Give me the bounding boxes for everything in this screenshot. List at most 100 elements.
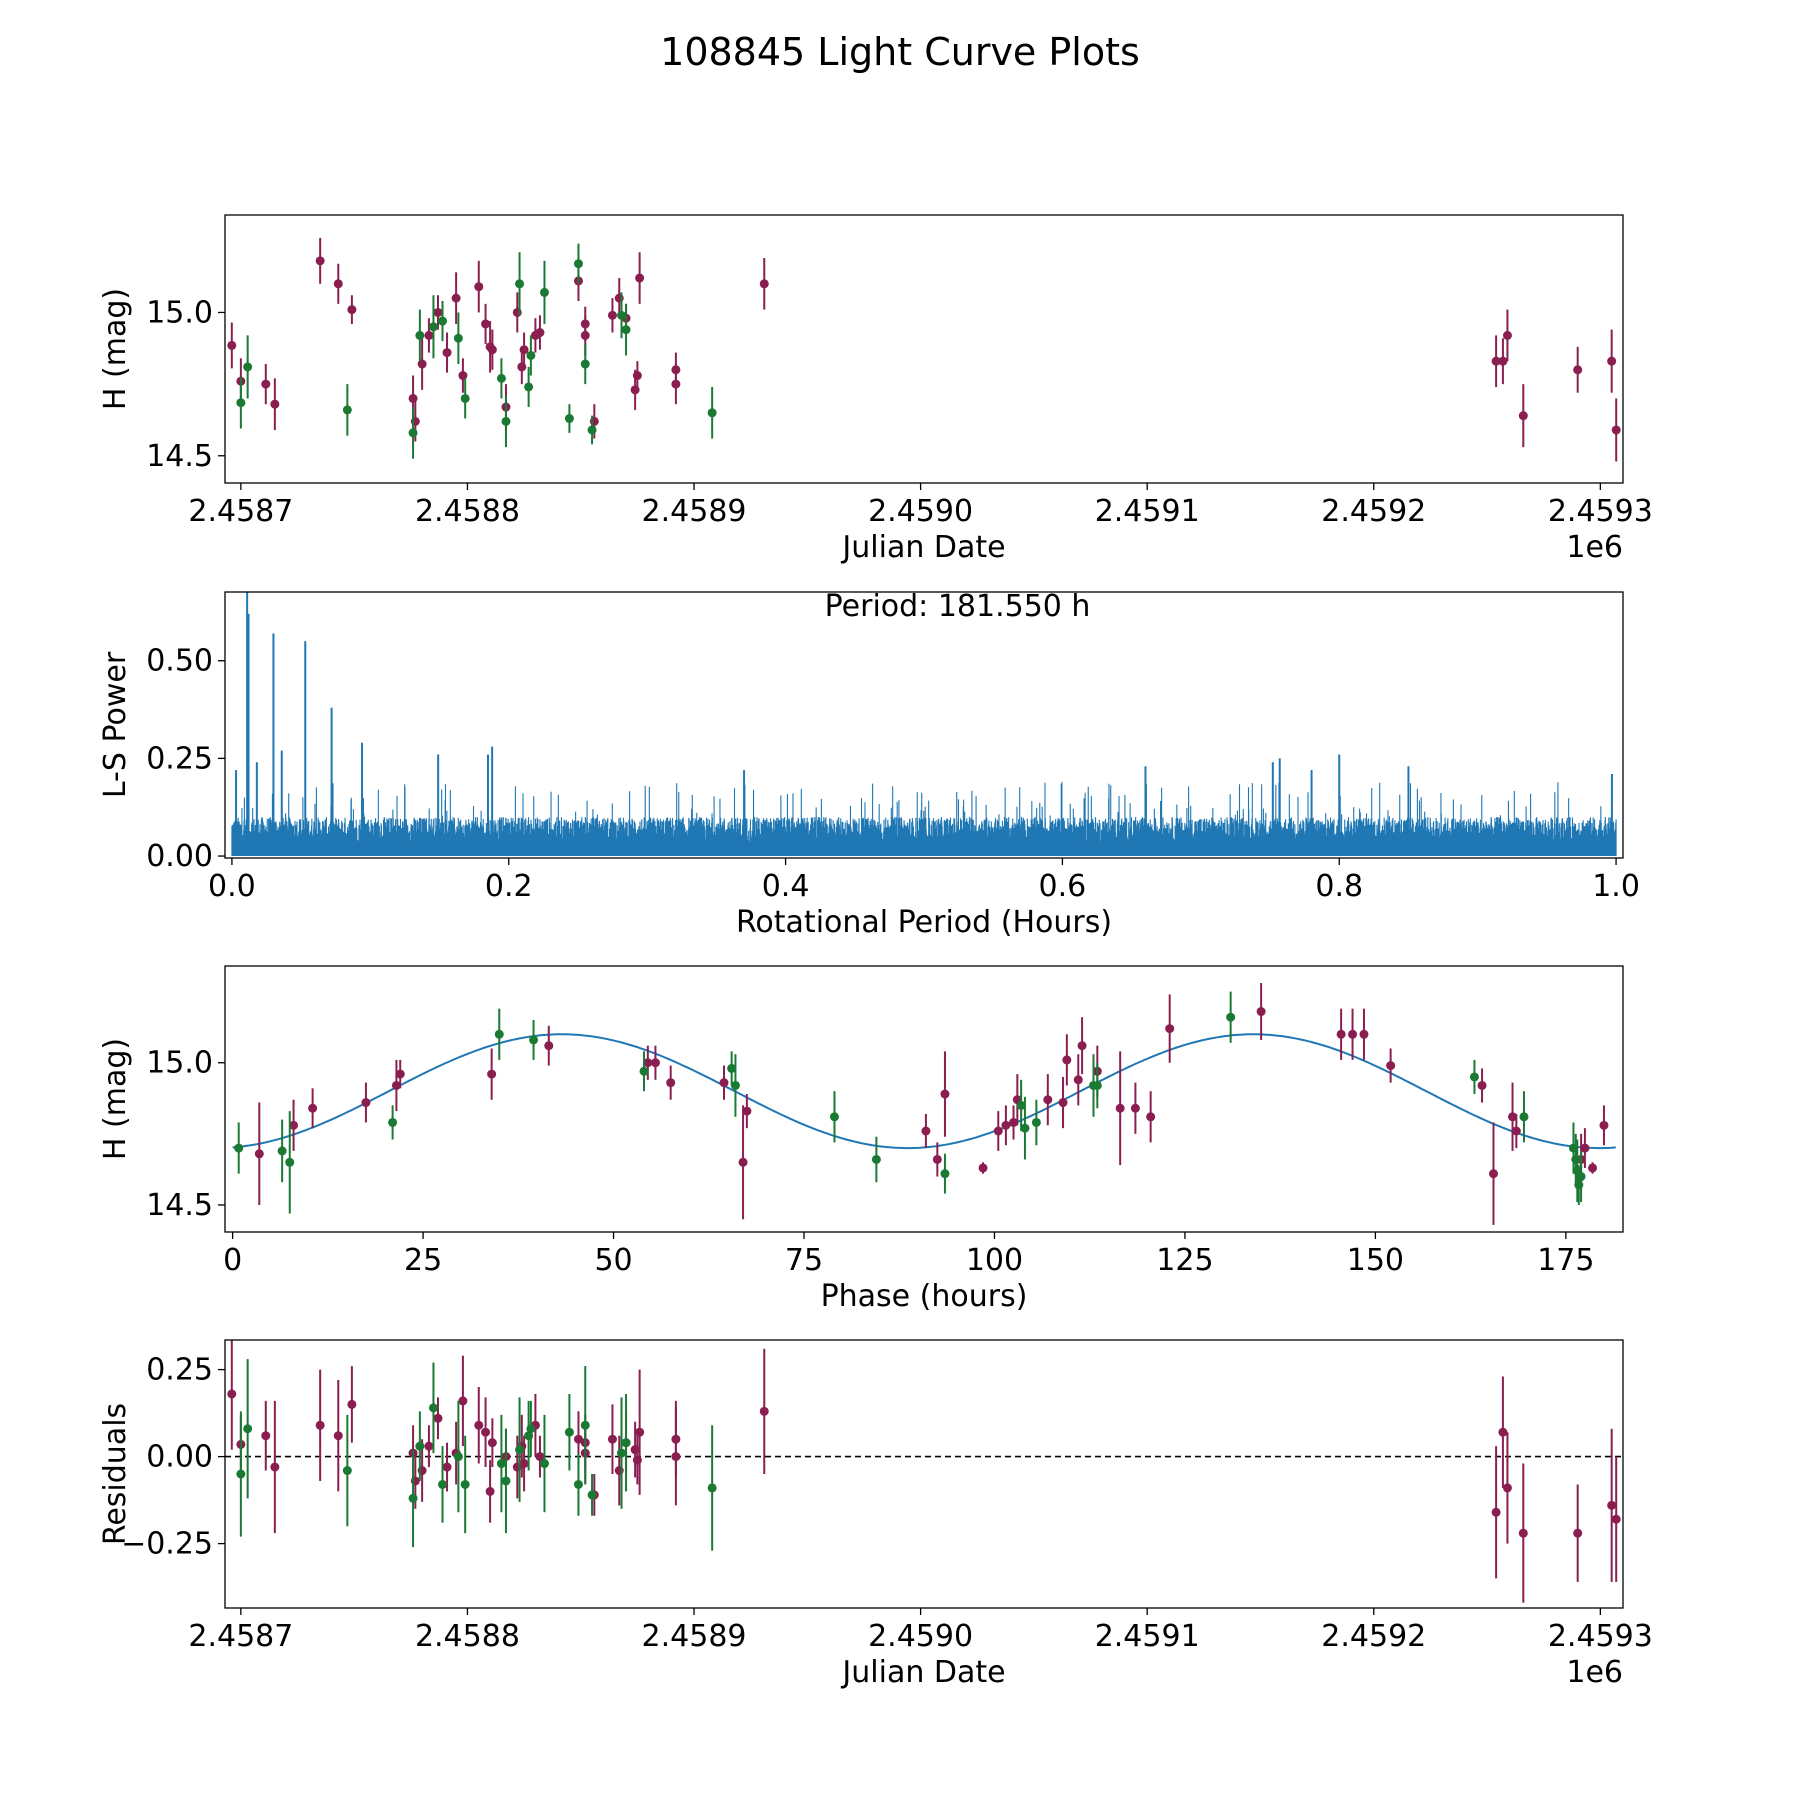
data-point [261, 379, 271, 389]
axes-frame [224, 591, 1624, 859]
x-tick-label: 2.4593 [1548, 494, 1653, 529]
data-point [635, 1427, 645, 1437]
figure-title: 108845 Light Curve Plots [660, 30, 1140, 74]
data-point [494, 1029, 504, 1039]
data-point [236, 1469, 246, 1479]
data-point [485, 1486, 495, 1496]
data-point [1498, 356, 1508, 366]
data-point [453, 1452, 463, 1462]
data-point [1058, 1098, 1068, 1108]
data-point [519, 345, 529, 355]
data-point [342, 405, 352, 415]
plot-area [225, 1340, 1623, 1603]
plot-area [232, 983, 1616, 1225]
panel-light-curve: 2.4587 2.4588 2.4589 2.4590 2.4591 2.4592 2.45… [98, 214, 1653, 565]
data-point [707, 1483, 717, 1493]
data-point [1062, 1055, 1072, 1065]
data-point [580, 319, 590, 329]
data-point [1009, 1117, 1019, 1127]
data-point [417, 359, 427, 369]
data-point [1576, 1172, 1586, 1182]
data-point [1348, 1029, 1358, 1039]
data-point [408, 393, 418, 403]
data-point [1502, 330, 1512, 340]
data-point [727, 1063, 737, 1073]
y-tick-label: 0.00 [146, 1440, 213, 1475]
data-point [617, 310, 627, 320]
data-point [1165, 1024, 1175, 1034]
data-point [1226, 1012, 1236, 1022]
data-point [433, 307, 443, 317]
data-point [1146, 1112, 1156, 1122]
data-point [236, 398, 246, 408]
data-point [415, 330, 425, 340]
data-point [333, 1431, 343, 1441]
axes-frame [224, 214, 1624, 484]
data-point [1611, 1514, 1621, 1524]
x-tick-label: 2.4589 [642, 494, 747, 529]
data-point [1359, 1029, 1369, 1039]
data-point [451, 293, 461, 303]
data-point [254, 1149, 264, 1159]
data-point [347, 305, 357, 315]
data-point [666, 1078, 676, 1088]
data-point [438, 1479, 448, 1489]
data-point [270, 1462, 280, 1472]
data-point [487, 1069, 497, 1079]
data-point [442, 348, 452, 358]
data-point [1518, 411, 1528, 421]
data-point [932, 1154, 942, 1164]
data-point [587, 1490, 597, 1500]
panel-phased-light-curve: 0 25 50 75 100 125 150 175 14.5 15.0 Phase (hours)… [98, 965, 1624, 1314]
y-tick-label: 15.0 [146, 295, 213, 330]
data-point [474, 282, 484, 292]
x-tick-label: 2.4588 [415, 494, 520, 529]
x-tick-label: 2.4589 [642, 1619, 747, 1654]
y-axis-label: H (mag) [98, 288, 133, 410]
data-point [1571, 1154, 1581, 1164]
x-tick-label: 100 [966, 1243, 1023, 1278]
data-point [515, 279, 525, 289]
data-point [587, 425, 597, 435]
y-axis-label: H (mag) [98, 1038, 133, 1160]
data-point [433, 1413, 443, 1423]
data-point [424, 1441, 434, 1451]
data-point [1469, 1072, 1479, 1082]
x-axis-label: Phase (hours) [821, 1279, 1028, 1314]
data-point [544, 1041, 554, 1051]
data-point [1043, 1095, 1053, 1105]
x-axis-label: Julian Date [840, 530, 1005, 565]
data-point [438, 316, 448, 326]
data-point [1073, 1075, 1083, 1085]
data-point [308, 1103, 318, 1113]
data-point [460, 1479, 470, 1489]
data-point [1502, 1483, 1512, 1493]
data-point [361, 1098, 371, 1108]
data-point [277, 1146, 287, 1156]
y-axis-label: L-S Power [98, 651, 133, 798]
data-point [342, 1466, 352, 1476]
data-point [719, 1078, 729, 1088]
data-point [234, 1143, 244, 1153]
data-point [1001, 1120, 1011, 1130]
x-tick-label: 2.4588 [415, 1619, 520, 1654]
y-tick-label: 15.0 [146, 1046, 213, 1081]
data-point [481, 319, 491, 329]
data-point [424, 330, 434, 340]
data-point [539, 1459, 549, 1469]
data-point [1092, 1080, 1102, 1090]
data-point [515, 1445, 525, 1455]
data-point [460, 393, 470, 403]
data-point [940, 1169, 950, 1179]
data-point [742, 1106, 752, 1116]
data-point [539, 287, 549, 297]
y-tick-label: 0.00 [146, 839, 213, 874]
data-point [940, 1089, 950, 1099]
data-point [1573, 1528, 1583, 1538]
data-point [573, 259, 583, 269]
data-point [395, 1069, 405, 1079]
data-point [496, 1459, 506, 1469]
x-tick-label: 50 [594, 1243, 632, 1278]
data-point [564, 414, 574, 424]
data-point [481, 1427, 491, 1437]
